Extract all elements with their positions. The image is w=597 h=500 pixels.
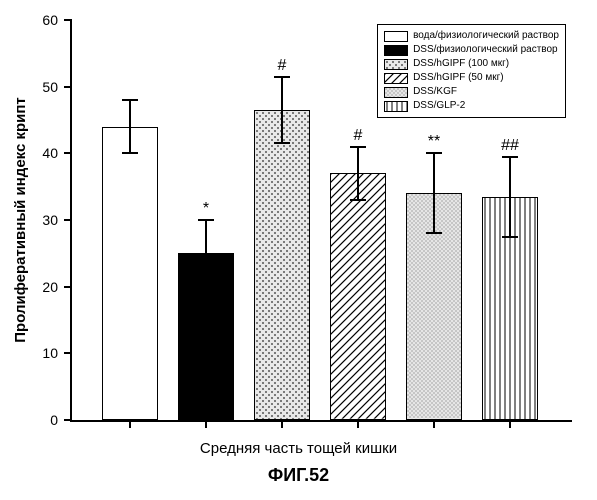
bar [330,173,386,420]
significance-marker: # [354,127,363,145]
y-tick [64,419,72,421]
y-tick [64,152,72,154]
legend-item: DSS/hGIPF (50 мкг) [384,71,559,85]
y-tick [64,86,72,88]
significance-marker: * [203,200,209,218]
legend-swatch [384,45,408,56]
legend-label: DSS/hGIPF (100 мкг) [413,57,509,71]
y-tick-label: 30 [28,212,58,228]
x-tick [433,420,435,428]
error-cap [198,219,214,221]
x-tick [129,420,131,428]
legend-swatch [384,73,408,84]
y-axis-title: Пролиферативный индекс крипт [12,97,29,343]
error-bar [129,100,131,153]
y-tick-label: 10 [28,345,58,361]
y-tick [64,286,72,288]
error-cap [426,152,442,154]
x-tick [509,420,511,428]
legend-item: DSS/GLP-2 [384,99,559,113]
significance-marker: # [278,57,287,75]
y-tick [64,352,72,354]
figure-label: ФИГ.52 [0,465,597,486]
x-tick [205,420,207,428]
error-cap [122,99,138,101]
error-bar [357,147,359,200]
x-tick [357,420,359,428]
x-axis-title: Средняя часть тощей кишки [0,440,597,457]
y-tick-label: 50 [28,79,58,95]
significance-marker: ** [428,133,440,151]
x-tick [281,420,283,428]
error-bar [509,157,511,237]
error-cap [502,236,518,238]
error-bar [433,153,435,233]
legend: вода/физиологический растворDSS/физиолог… [377,24,566,118]
legend-label: DSS/физиологический раствор [413,43,558,57]
y-tick-label: 60 [28,12,58,28]
error-cap [350,146,366,148]
bar-chart: 0102030405060*##**## вода/физиологически… [70,20,570,420]
error-cap [426,232,442,234]
legend-label: DSS/KGF [413,85,457,99]
legend-item: DSS/KGF [384,85,559,99]
legend-label: вода/физиологический раствор [413,29,559,43]
error-bar [205,220,207,287]
legend-item: вода/физиологический раствор [384,29,559,43]
y-tick [64,19,72,21]
y-tick-label: 0 [28,412,58,428]
y-tick-label: 40 [28,145,58,161]
legend-swatch [384,101,408,112]
legend-swatch [384,59,408,70]
legend-item: DSS/физиологический раствор [384,43,559,57]
error-cap [350,199,366,201]
bar [254,110,310,420]
y-tick-label: 20 [28,279,58,295]
error-cap [122,152,138,154]
bar [102,127,158,420]
error-cap [274,142,290,144]
legend-swatch [384,87,408,98]
error-cap [274,76,290,78]
significance-marker: ## [501,137,519,155]
y-tick [64,219,72,221]
legend-label: DSS/GLP-2 [413,99,465,113]
legend-item: DSS/hGIPF (100 мкг) [384,57,559,71]
error-cap [198,286,214,288]
legend-swatch [384,31,408,42]
error-bar [281,77,283,144]
legend-label: DSS/hGIPF (50 мкг) [413,71,503,85]
error-cap [502,156,518,158]
